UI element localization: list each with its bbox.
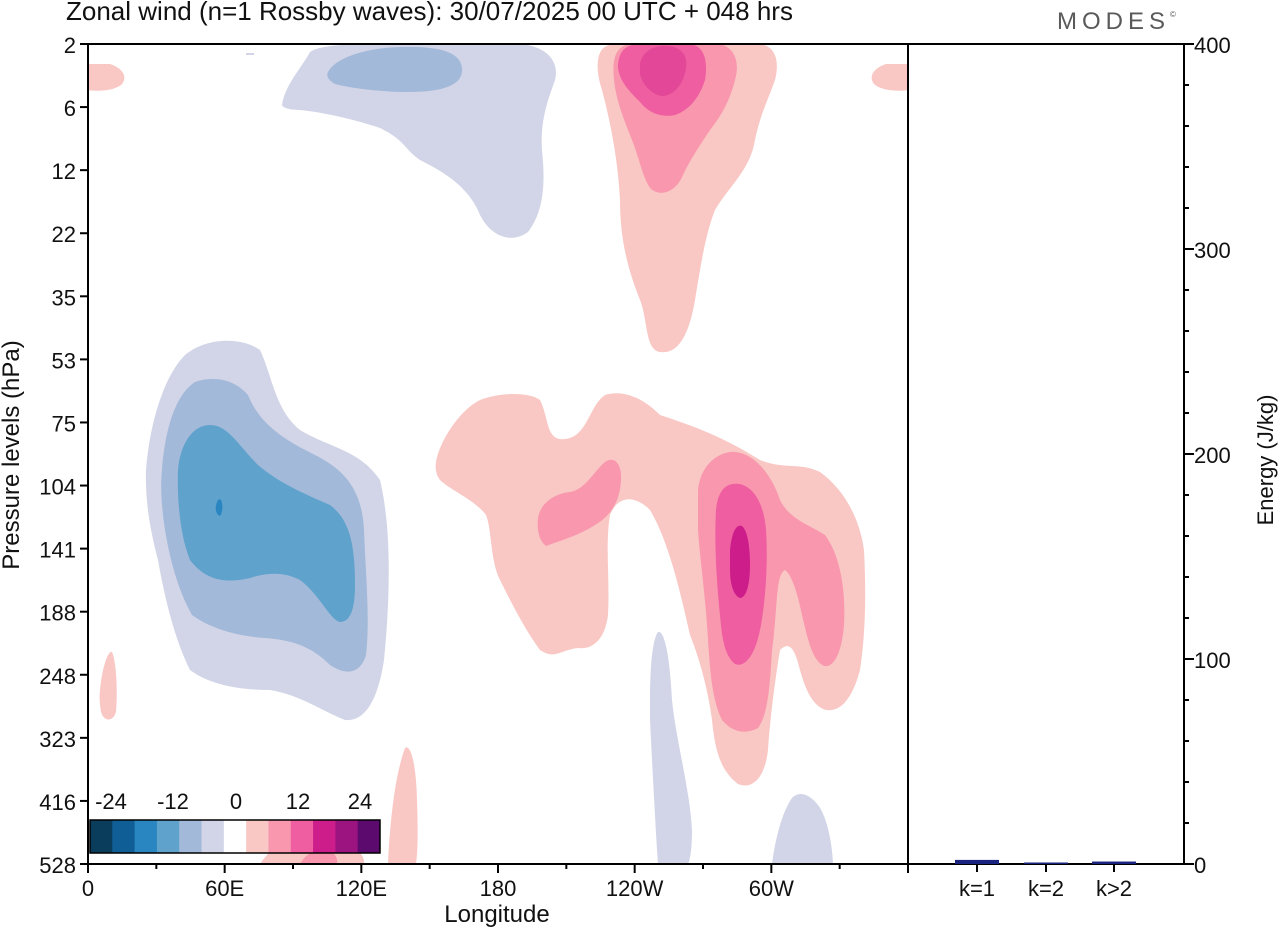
colorbar-swatch <box>335 820 359 853</box>
colorbar-label: 24 <box>348 789 372 814</box>
colorbar-label: 0 <box>230 789 242 814</box>
energy-tick-label: 300 <box>1194 238 1231 263</box>
pressure-tick-label: 416 <box>39 790 76 815</box>
energy-bars <box>955 859 1136 864</box>
energy-bar <box>1092 861 1136 864</box>
contour-neg-strat-outer <box>282 43 556 238</box>
contour-pos-edge-left <box>88 64 125 91</box>
energy-category-label: k>2 <box>1096 876 1132 901</box>
contour-neg-strat-inner <box>327 46 463 92</box>
brand-mark: © <box>1170 10 1176 19</box>
contour-layer <box>88 43 908 864</box>
energy-tick-label: 100 <box>1194 648 1231 673</box>
brand-name: MODES <box>1057 8 1171 35</box>
longitude-tick-label: 60E <box>205 876 244 901</box>
colorbar-swatch <box>112 820 136 853</box>
contour-pos-surface-1 <box>99 651 117 720</box>
contour-neg-surface-2 <box>772 794 833 864</box>
y-axis-title: Pressure levels (hPa) <box>0 340 25 569</box>
colorbar-label: -24 <box>95 789 127 814</box>
pressure-tick-label: 141 <box>39 538 76 563</box>
brand-logo: MODES© <box>1057 8 1176 36</box>
longitude-tick-label: 180 <box>480 876 517 901</box>
contour-pos-low-mid-left <box>537 459 622 546</box>
longitude-tick-label: 120W <box>606 876 664 901</box>
energy-tick-label: 0 <box>1194 853 1206 878</box>
colorbar-swatch <box>246 820 269 853</box>
colorbar-swatch <box>223 820 247 853</box>
pressure-tick-label: 53 <box>52 348 76 373</box>
longitude-tick-label: 0 <box>82 876 94 901</box>
energy-category-label: k=1 <box>959 876 995 901</box>
colorbar-swatch <box>357 820 381 853</box>
pressure-tick-label: 22 <box>52 222 76 247</box>
pressure-tick-label: 6 <box>64 96 76 121</box>
pressure-tick-label: 528 <box>39 853 76 878</box>
longitude-tick-label: 120E <box>336 876 387 901</box>
colorbar-swatch <box>268 820 292 853</box>
pressure-tick-label: 188 <box>39 601 76 626</box>
page-title: Zonal wind (n=1 Rossby waves): 30/07/202… <box>66 0 793 26</box>
colorbar-swatch <box>179 820 203 853</box>
energy-bar <box>1024 862 1068 864</box>
energy-category-label: k=2 <box>1028 876 1064 901</box>
pressure-tick-label: 75 <box>52 411 76 436</box>
colorbar-swatch <box>290 820 314 853</box>
pressure-tick-label: 35 <box>52 285 76 310</box>
contour-pos-edge-right <box>871 64 908 91</box>
energy-categories: k=1 k=2 k>2 <box>959 864 1132 901</box>
contour-pos-strat-inner <box>618 44 707 116</box>
colorbar-swatch <box>201 820 225 853</box>
colorbar-label: -12 <box>157 789 189 814</box>
longitude-tick-label: 60W <box>749 876 794 901</box>
contour-neg-low-inner <box>177 425 355 622</box>
contour-neg-surface-1 <box>650 631 692 864</box>
colorbar-swatch <box>313 820 336 853</box>
energy-axis: 0 100 200 300 400 <box>1184 33 1231 878</box>
colorbar-label: 12 <box>286 789 310 814</box>
contour-neg-speck <box>246 53 254 55</box>
contour-pos-low-core <box>730 525 750 598</box>
colorbar-swatch <box>134 820 158 853</box>
pressure-axis: 2 6 12 22 35 53 75 104 141 188 248 323 416 528 <box>39 33 88 878</box>
energy-panel-border <box>907 43 1185 865</box>
energy-tick-label: 400 <box>1194 33 1231 58</box>
contour-pos-surface-2 <box>388 747 418 864</box>
colorbar-labels: -24 -12 0 12 24 <box>95 789 372 814</box>
colorbar-swatch <box>90 820 113 853</box>
energy-bar <box>955 859 999 864</box>
contour-pos-strat-core <box>640 46 687 96</box>
colorbar-swatch <box>156 820 180 853</box>
pressure-tick-label: 12 <box>52 159 76 184</box>
colorbar-border <box>89 819 381 854</box>
energy-axis-title: Energy (J/kg) <box>1253 395 1278 526</box>
longitude-axis: 0 60E 120E 180 120W 60W <box>82 864 909 901</box>
pressure-tick-label: 323 <box>39 727 76 752</box>
colorbar <box>89 819 381 854</box>
x-axis-title: Longitude <box>444 901 549 928</box>
pressure-tick-label: 248 <box>39 664 76 689</box>
pressure-tick-label: 104 <box>39 475 76 500</box>
pressure-tick-label: 2 <box>64 33 76 58</box>
energy-tick-label: 200 <box>1194 443 1231 468</box>
contour-neg-low-core <box>215 499 223 516</box>
